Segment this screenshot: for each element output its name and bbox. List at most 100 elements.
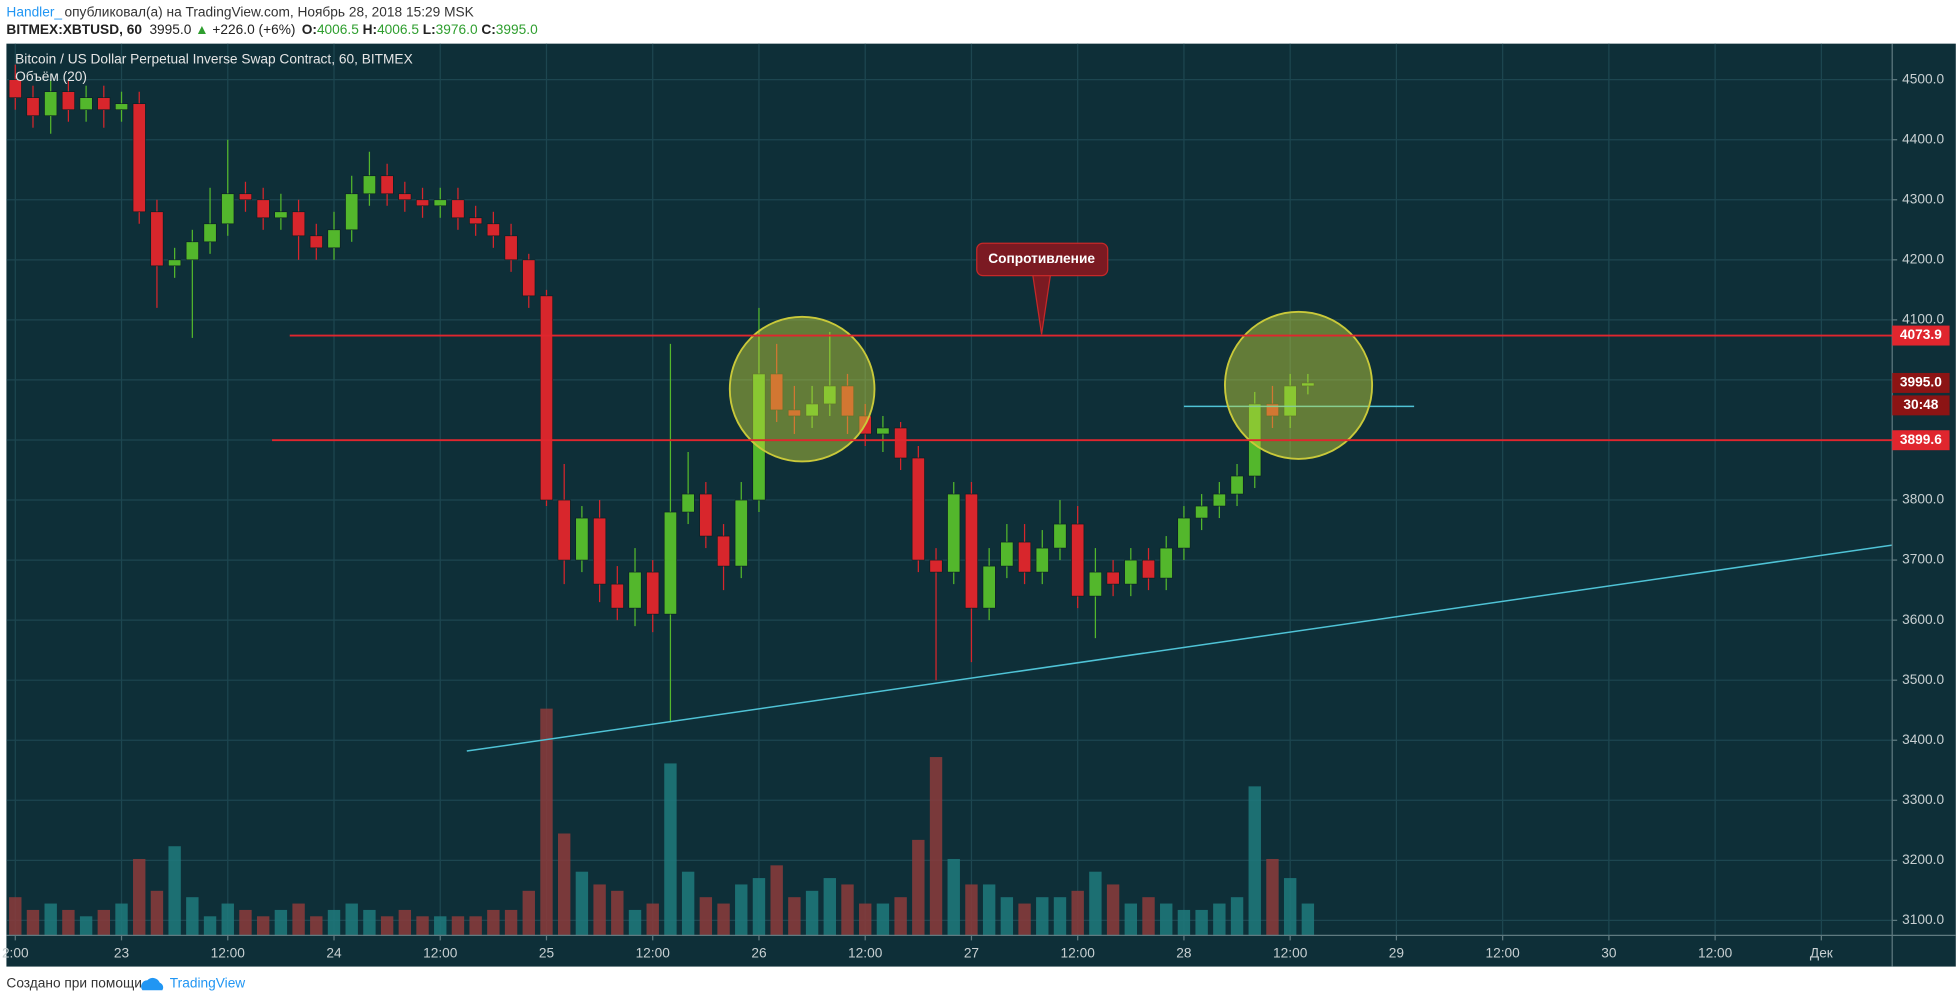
volume-bar [1053,897,1067,936]
candle-body [787,409,801,417]
candle-body [646,571,660,615]
candle-body [911,457,925,561]
y-tick-label: 3800.0 [1902,492,1944,507]
candle-body [97,97,111,111]
volume-bar [451,916,465,936]
candle-body [717,535,731,567]
author[interactable]: Handler_ [6,4,62,19]
x-tick-label: 12:00 [1698,946,1733,961]
volume-bar [133,858,146,936]
candle-body [876,427,890,435]
volume-bar [699,897,713,936]
candle-body [274,211,288,219]
candle-body [699,493,713,537]
candle-body [770,373,784,411]
chart-background [6,43,1956,967]
volume-bar [876,903,890,936]
footer-text: Создано при помощи [6,976,141,991]
candle-body [610,583,624,609]
y-tick-label: 4300.0 [1902,191,1944,206]
candle-body [451,199,465,219]
candle-body [44,91,58,117]
volume-bar [1195,909,1208,936]
x-tick-label: 26 [751,946,767,961]
x-tick-label: 12:00 [636,946,671,961]
candle-body [433,199,447,207]
x-tick-label: 24 [326,946,342,961]
y-tick-label: 3300.0 [1902,792,1944,807]
last-price-tag [1892,372,1950,393]
candle-body [557,499,571,561]
plot: 3100.0 3200.0 3300.0 3400.0 3500.0 3600.0 3700… [2,43,1944,961]
volume-bar [1283,878,1297,936]
candle-body [380,175,394,195]
candle-body [681,493,695,513]
volume-bar [256,916,270,936]
level-tag [1892,430,1950,451]
volume-bar [186,897,199,936]
x-tick-label: 12:00 [848,946,883,961]
volume-bar [1213,903,1226,936]
volume-bar [770,865,783,936]
volume-bar [1000,897,1014,936]
x-tick-label: 12:00 [1273,946,1308,961]
candle-body [1142,559,1156,579]
volume-bar [398,909,412,936]
candle-body [115,103,129,111]
candle-body [823,385,837,405]
symbol-line: BITMEX:XBTUSD, 60 3995.0 ▲ +226.0 (+6%) O:40… [6,22,538,37]
volume-bar [947,858,960,936]
level-tag [1892,325,1950,346]
candle-body [26,97,40,117]
candle-body [1159,547,1173,579]
candle-body [539,295,553,501]
candle-body [1106,571,1120,585]
candle-body [964,493,978,609]
last-price-label: 3995.0 [1900,375,1942,390]
candle-body [150,211,164,267]
tradingview-logo[interactable] [141,977,164,991]
candle-body [256,199,270,219]
y-tick-label: 3400.0 [1902,732,1944,747]
volume-bar [965,884,978,936]
volume-bar [611,890,624,936]
y-tick-label: 3100.0 [1902,912,1944,927]
volume-bar [1018,903,1031,936]
candle-body [79,97,93,111]
symbol: BITMEX:XBTUSD, 60 [6,22,142,37]
price: 3995.0 [149,22,191,37]
candle-body [8,79,22,99]
candle-body [327,229,341,249]
volume-bar [752,878,766,936]
level-tag-label: 3899.6 [1900,432,1942,447]
volume-bar [115,903,128,936]
footer-brand[interactable]: TradingView [170,976,246,991]
x-tick-label: 28 [1176,946,1192,961]
volume-bar [62,909,75,936]
volume-bar [735,884,748,936]
volume-bar [823,878,836,936]
volume-bar [26,909,40,936]
countdown-label: 30:48 [1903,397,1938,412]
volume-bar [9,897,22,936]
candle-body [221,193,235,225]
y-tick-label: 4100.0 [1902,312,1944,327]
candle-body [309,235,323,249]
callout-pointer [1032,275,1052,335]
volume-bar [168,846,181,936]
callout-text: Сопротивление [988,251,1095,266]
x-tick-label: 25 [539,946,555,961]
candle-body [168,259,182,267]
x-tick-label: 27 [964,946,979,961]
volume-bar [44,903,57,936]
volume-bar [1036,897,1049,936]
candle-body [203,223,217,243]
x-tick-label: 23 [114,946,130,961]
volume-bar [469,916,482,936]
x-tick-label: 30 [1601,946,1617,961]
volume-bar [664,763,677,936]
candle-body [1177,517,1191,549]
x-tick-label: Дек [1810,946,1834,961]
candle-body [982,565,996,609]
